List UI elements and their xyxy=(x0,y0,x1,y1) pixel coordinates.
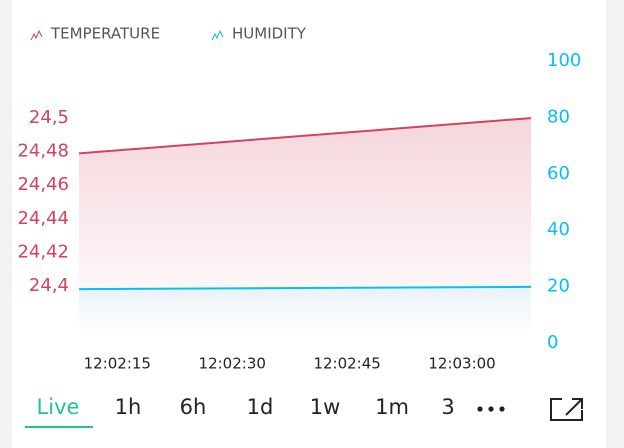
dot xyxy=(477,406,483,412)
y-tick-label: 24,44 xyxy=(17,208,69,229)
y-tick-label: 24,5 xyxy=(29,107,69,128)
y-tick-label: 24,48 xyxy=(17,141,69,162)
time-range-tab[interactable]: 1m xyxy=(375,395,409,419)
y2-tick-label: 100 xyxy=(547,50,581,71)
x-tick-label: 12:03:00 xyxy=(428,355,495,373)
time-range-tab[interactable]: 1w xyxy=(310,395,341,419)
y2-tick-label: 0 xyxy=(547,332,558,353)
line xyxy=(78,285,532,291)
legend-icon xyxy=(30,29,43,41)
line xyxy=(78,117,532,155)
icon-arrow xyxy=(565,398,583,416)
legend-icon xyxy=(211,29,224,41)
y2-tick-label: 20 xyxy=(547,276,570,297)
x-tick-label: 12:02:45 xyxy=(313,355,380,373)
y-tick-label: 24,46 xyxy=(17,174,69,195)
x-tick-label: 12:02:15 xyxy=(84,355,151,373)
dot xyxy=(499,406,505,412)
more-button[interactable] xyxy=(477,406,505,412)
time-range-tab[interactable]: 1d xyxy=(247,395,274,419)
y-tick-label: 24,4 xyxy=(29,275,69,296)
dot xyxy=(488,406,494,412)
y2-tick-label: 80 xyxy=(547,106,570,127)
y2-tick-label: 60 xyxy=(547,163,570,184)
time-range-tab[interactable]: 6h xyxy=(180,395,207,419)
y2-tick-label: 40 xyxy=(547,219,570,240)
icon-frame xyxy=(550,398,583,421)
fullscreen-button[interactable] xyxy=(550,398,583,421)
time-range-tab[interactable]: 3 xyxy=(441,395,454,419)
area xyxy=(79,286,531,333)
area xyxy=(79,118,531,333)
time-range-tab[interactable]: Live xyxy=(37,395,80,419)
legend-label: TEMPERATURE xyxy=(50,25,160,43)
time-range-tab[interactable]: 1h xyxy=(115,395,142,419)
y-tick-label: 24,42 xyxy=(17,241,69,262)
x-tick-label: 12:02:30 xyxy=(199,355,266,373)
legend-label: HUMIDITY xyxy=(232,25,307,43)
